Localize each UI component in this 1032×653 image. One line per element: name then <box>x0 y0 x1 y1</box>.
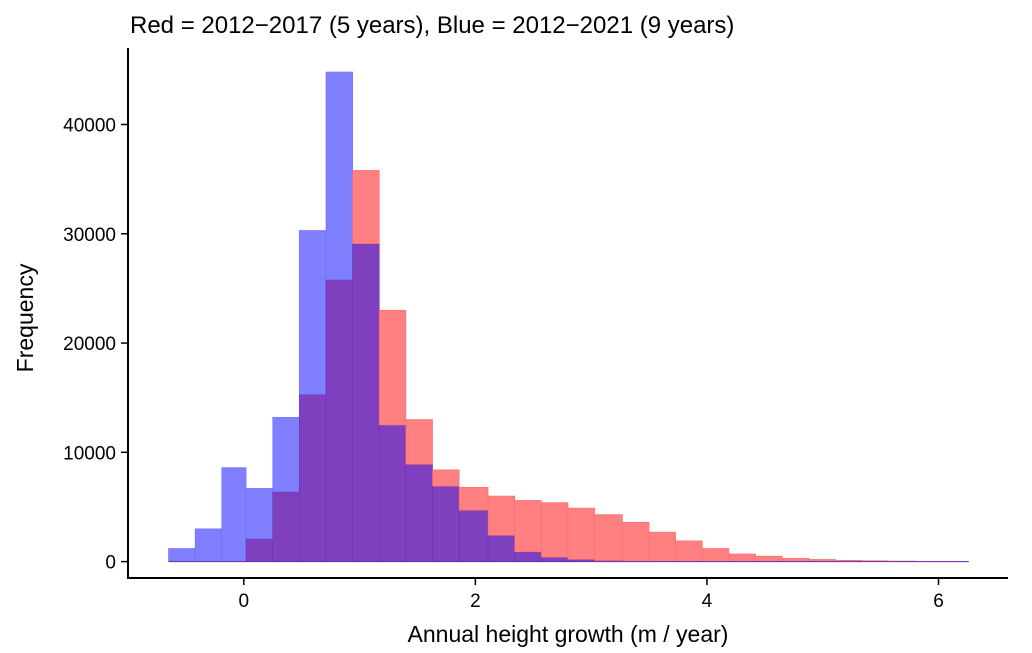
bar-overlap <box>299 394 327 562</box>
bar-red <box>405 419 433 465</box>
bar-blue <box>272 417 300 492</box>
bar-red <box>781 558 810 562</box>
bar-blue <box>325 71 353 280</box>
y-axis-title: Frequency <box>12 263 38 372</box>
bar-blue <box>168 548 196 562</box>
bar-blue <box>299 230 327 395</box>
y-tick-label: 40000 <box>63 115 116 136</box>
bars-layer <box>168 71 969 563</box>
y-tick-label: 0 <box>105 553 116 574</box>
bar-overlap <box>458 509 489 562</box>
bar-overlap <box>487 535 516 562</box>
bar-red <box>487 495 516 536</box>
bar-red <box>702 548 730 562</box>
x-tick-label: 2 <box>470 591 481 612</box>
bar-red <box>594 514 623 561</box>
bar-red <box>541 502 569 558</box>
y-tick-label: 10000 <box>63 443 116 464</box>
x-tick-label: 6 <box>933 591 944 612</box>
bar-red <box>648 531 676 562</box>
bar-overlap <box>325 279 353 562</box>
y-tick-label: 30000 <box>63 225 116 246</box>
bar-overlap <box>541 556 569 562</box>
bar-overlap <box>378 424 407 562</box>
bar-red <box>675 540 703 562</box>
x-tick-label: 0 <box>239 591 250 612</box>
bar-red <box>352 170 380 244</box>
bar-blue <box>221 467 247 562</box>
bar-overlap <box>514 551 542 562</box>
bar-blue <box>245 488 274 539</box>
x-tick-label: 4 <box>702 591 713 612</box>
x-axis-title: Annual height growth (m / year) <box>408 621 729 647</box>
y-tick-label: 20000 <box>63 334 116 355</box>
bar-overlap <box>245 538 274 562</box>
y-ticks: 0 10000 20000 30000 40000 <box>63 115 128 574</box>
x-ticks: 0 2 4 6 <box>239 578 944 612</box>
bar-red <box>622 521 650 562</box>
bar-red <box>458 486 489 511</box>
bar-red <box>378 309 407 426</box>
bar-red <box>755 555 783 562</box>
bar-red <box>728 553 756 562</box>
bar-overlap <box>352 243 380 562</box>
bar-blue <box>194 528 223 562</box>
bar-red <box>567 507 595 560</box>
bar-overlap <box>272 491 300 562</box>
bar-red <box>514 500 542 553</box>
bar-red <box>432 469 460 487</box>
bar-overlap <box>432 485 460 562</box>
chart-title: Red = 2012−2017 (5 years), Blue = 2012−2… <box>130 12 734 39</box>
bar-overlap <box>405 464 433 562</box>
